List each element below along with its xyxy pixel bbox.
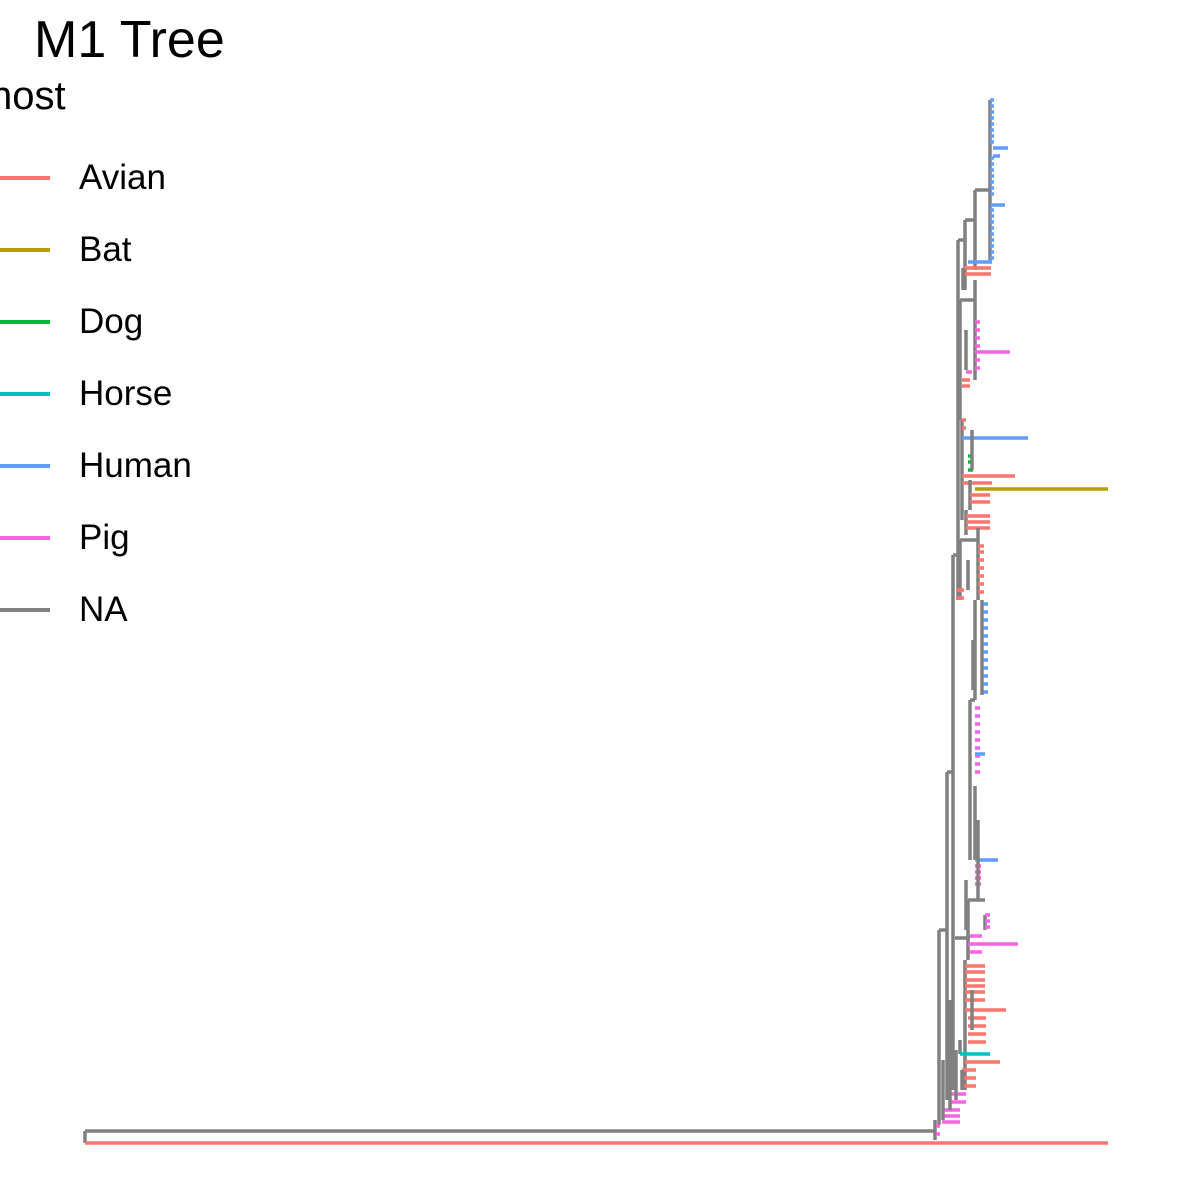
legend-item-avian: Avian [0, 158, 260, 198]
legend-item-human: Human [0, 446, 260, 486]
legend-label-na: NA [79, 590, 128, 629]
legend-swatch-horse [0, 392, 50, 396]
legend-swatch-avian [0, 176, 50, 180]
legend-label-human: Human [79, 446, 192, 485]
legend-swatch-na [0, 608, 50, 612]
legend-title: host [0, 74, 66, 118]
chart-title: M1 Tree [34, 11, 225, 69]
legend-label-horse: Horse [79, 374, 173, 413]
legend-swatch-dog [0, 320, 50, 324]
legend-item-bat: Bat [0, 230, 260, 270]
tree-branches [83, 98, 1108, 1145]
legend-label-avian: Avian [79, 158, 166, 197]
legend-item-pig: Pig [0, 518, 260, 558]
legend-label-dog: Dog [79, 302, 144, 341]
legend-label-bat: Bat [79, 230, 132, 269]
legend-item-na: NA [0, 590, 260, 630]
legend-item-dog: Dog [0, 302, 260, 342]
legend-swatch-human [0, 464, 50, 468]
legend-item-horse: Horse [0, 374, 260, 414]
legend-label-pig: Pig [79, 518, 130, 557]
legend-swatch-bat [0, 248, 50, 252]
legend-swatch-pig [0, 536, 50, 540]
